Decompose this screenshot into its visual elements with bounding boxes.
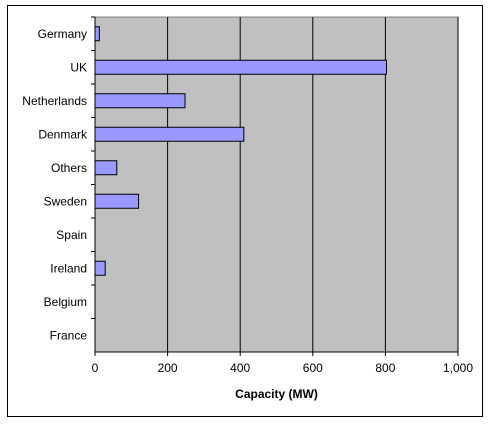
- bar-ireland: [94, 260, 106, 276]
- category-label-others: Others: [51, 161, 87, 175]
- category-label-france: France: [50, 328, 88, 342]
- bar-denmark: [94, 126, 245, 142]
- category-label-uk: UK: [70, 60, 87, 74]
- x-tick-label: 400: [230, 361, 250, 375]
- bar-others: [94, 160, 118, 176]
- category-label-denmark: Denmark: [38, 127, 88, 141]
- x-axis-title: Capacity (MW): [235, 387, 318, 401]
- bar-germany: [94, 26, 100, 42]
- category-label-belgium: Belgium: [44, 295, 87, 309]
- x-axis-ticks: 0 200 400 600 800 1,000: [92, 352, 473, 375]
- x-tick-label: 0: [92, 361, 99, 375]
- category-label-netherlands: Netherlands: [22, 94, 87, 108]
- x-tick-label: 600: [303, 361, 323, 375]
- category-label-germany: Germany: [38, 27, 87, 41]
- category-labels: Germany UK Netherlands Denmark Others Sweden S…: [22, 16, 95, 342]
- category-label-spain: Spain: [56, 228, 87, 242]
- category-label-sweden: Sweden: [44, 194, 87, 208]
- bar-uk: [94, 59, 387, 75]
- x-tick-label: 200: [158, 361, 178, 375]
- category-label-ireland: Ireland: [50, 261, 87, 275]
- bar-netherlands: [94, 93, 186, 109]
- bars-group: [94, 26, 387, 276]
- x-tick-label: 800: [375, 361, 395, 375]
- x-tick-label: 1,000: [443, 361, 473, 375]
- bar-sweden: [94, 193, 140, 209]
